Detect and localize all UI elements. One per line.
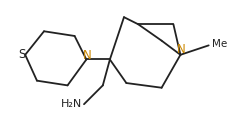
- Text: N: N: [83, 49, 91, 62]
- Text: S: S: [19, 48, 26, 61]
- Text: H₂N: H₂N: [60, 99, 81, 109]
- Text: N: N: [176, 43, 185, 56]
- Text: Me: Me: [211, 39, 226, 49]
